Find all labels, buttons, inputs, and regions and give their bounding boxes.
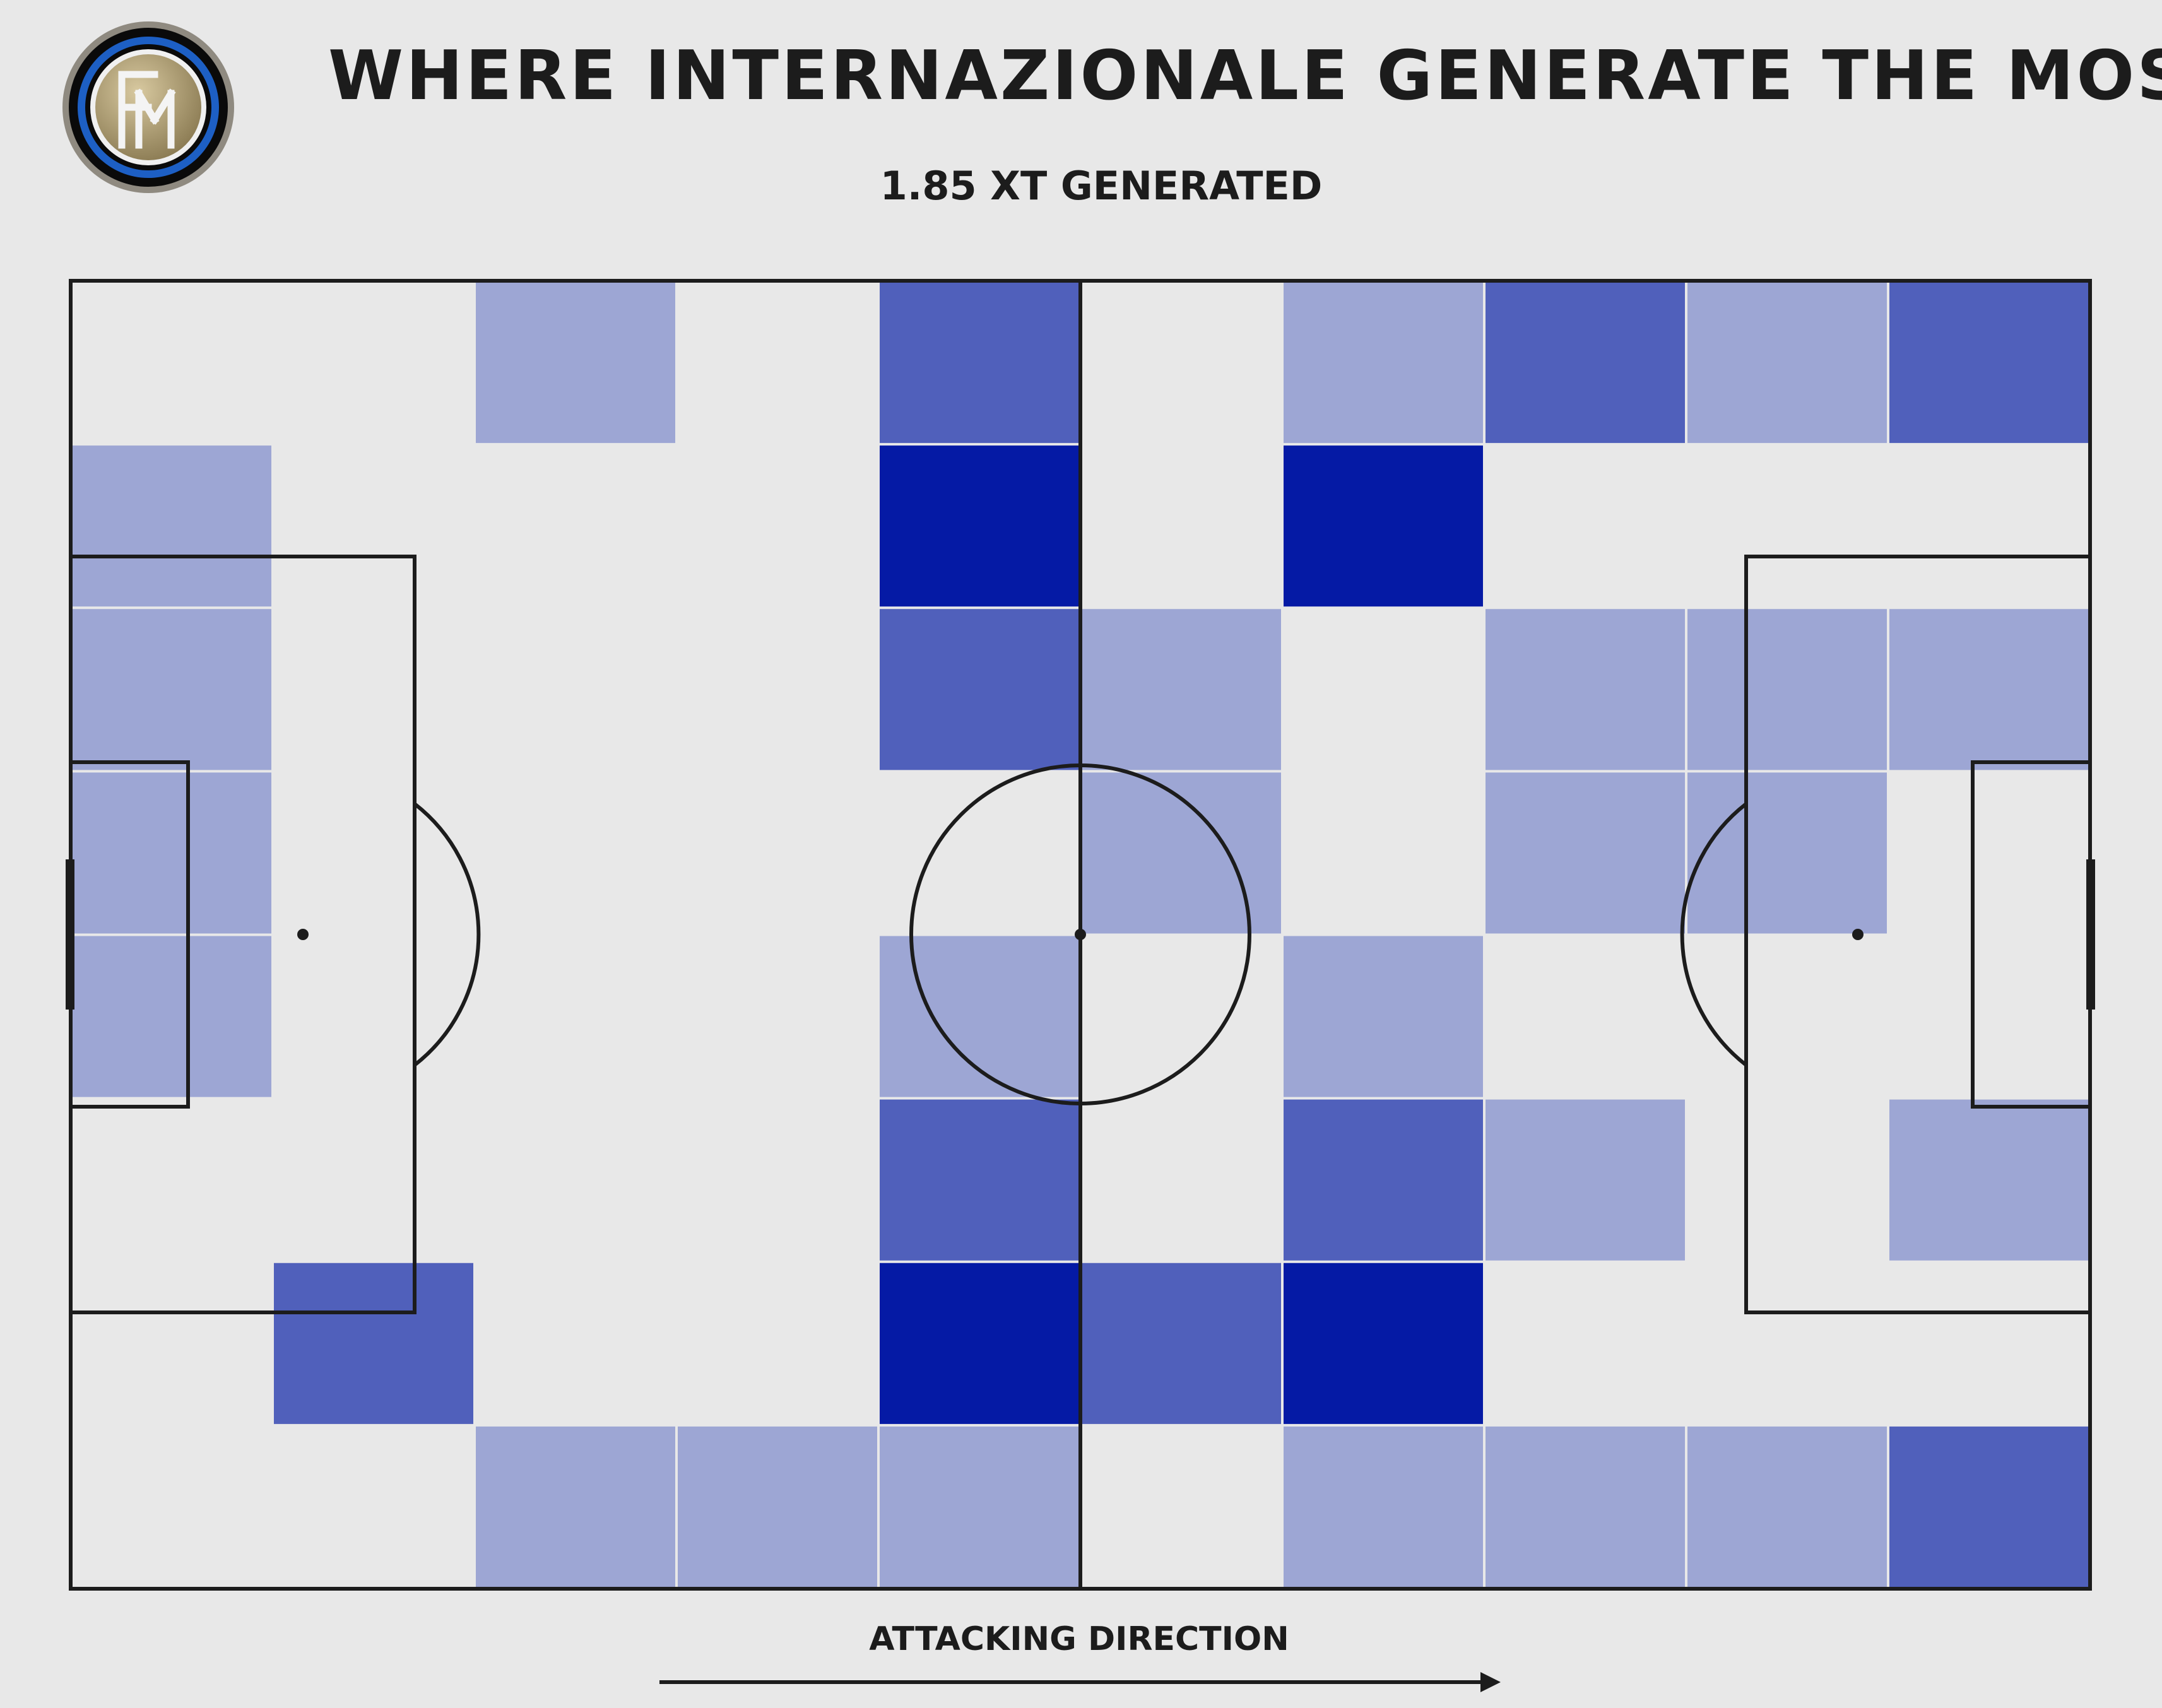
heatmap-cell-r0-c8 [1687,282,1887,444]
heatmap-cell-r6-c6 [1284,1263,1483,1424]
centre-spot [1075,929,1086,940]
heatmap-cell-r4-c6 [1284,936,1483,1097]
heatmap-cell-r7-c3 [678,1426,877,1587]
heatmap-cell-r7-c9 [1889,1426,2089,1587]
heatmap-cell-r1-c4 [880,445,1079,607]
heatmap-cell-r4-c4 [880,936,1079,1097]
heatmap-cell-r6-c1 [274,1263,473,1424]
heatmap-cell-r5-c7 [1486,1099,1685,1261]
heatmap-cell-r7-c4 [880,1426,1079,1587]
chart-subtitle: 1.85 XT GENERATED [880,163,1323,209]
heatmap-cell-r2-c7 [1486,609,1685,770]
heatmap-cell-r0-c4 [880,282,1079,444]
right-penalty-spot [1852,929,1864,940]
heatmap-cell-r5-c9 [1889,1099,2089,1261]
heatmap-cell-r0-c7 [1486,282,1685,444]
heatmap-cell-r6-c5 [1082,1263,1281,1424]
heatmap-cell-r2-c8 [1687,609,1887,770]
left-penalty-arc [413,802,481,1067]
heatmap-cell-r7-c8 [1687,1426,1887,1587]
heatmap-cell-r3-c0 [72,772,271,934]
heatmap-cell-r4-c0 [72,936,271,1097]
heatmap-cell-r7-c7 [1486,1426,1685,1587]
heatmap-cell-r0-c9 [1889,282,2089,444]
left-penalty-spot [297,929,309,940]
inter-milan-crest-icon [62,21,234,193]
heatmap-cells [72,282,2089,1587]
left-goal [66,859,74,1010]
heatmap-cell-r2-c5 [1082,609,1281,770]
right-six-yard-box [1971,760,2092,1109]
heatmap-cell-r0-c2 [476,282,675,444]
centre-circle [909,763,1251,1105]
heatmap-cell-r5-c6 [1284,1099,1483,1261]
right-goal [2086,859,2095,1010]
heatmap-cell-r1-c6 [1284,445,1483,607]
chart-title: WHERE INTERNAZIONALE GENERATE THE MOST X… [328,37,2162,115]
heatmap-cell-r2-c9 [1889,609,2089,770]
heatmap-cell-r1-c0 [72,445,271,607]
right-penalty-arc [1680,802,1747,1067]
heatmap-cell-r7-c6 [1284,1426,1483,1587]
heatmap-cell-r0-c6 [1284,282,1483,444]
attacking-direction-label: ATTACKING DIRECTION [869,1620,1289,1658]
heatmap-cell-r6-c4 [880,1263,1079,1424]
heatmap-cell-r7-c2 [476,1426,675,1587]
heatmap-cell-r3-c7 [1486,772,1685,934]
heatmap-cell-r2-c4 [880,609,1079,770]
heatmap-cell-r2-c0 [72,609,271,770]
heatmap-cell-r5-c4 [880,1099,1079,1261]
heatmap-cell-r3-c8 [1687,772,1887,934]
